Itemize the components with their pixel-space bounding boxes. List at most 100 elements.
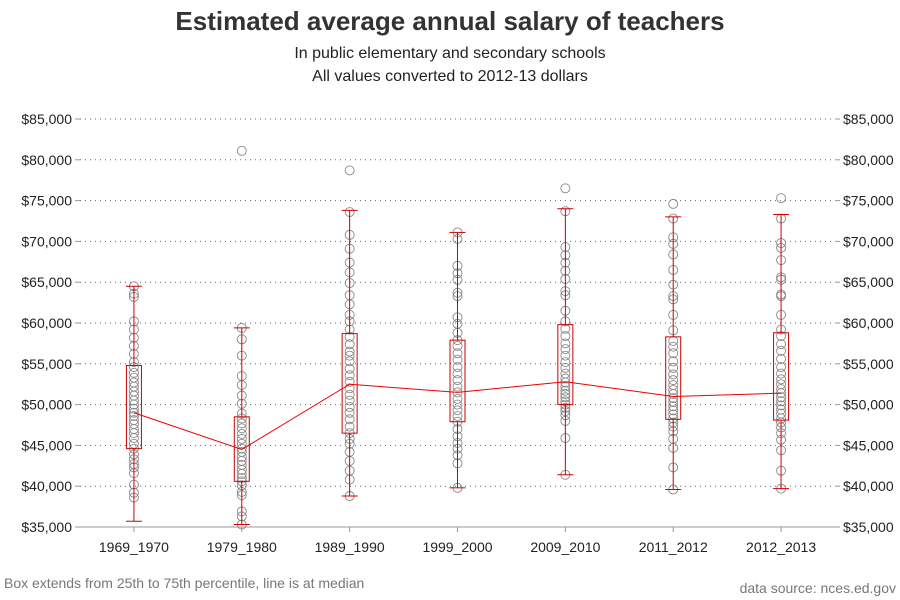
data-point: [668, 397, 679, 408]
y-tick-label-left: $50,000: [21, 397, 72, 413]
data-point: [560, 385, 571, 396]
footnote-box-explanation: Box extends from 25th to 75th percentile…: [4, 575, 365, 591]
data-point: [776, 362, 787, 373]
data-point: [776, 353, 787, 364]
data-point: [344, 350, 355, 361]
y-tick-label-right: $40,000: [843, 478, 894, 494]
chart-subtitle-line-2: All values converted to 2012-13 dollars: [312, 68, 588, 85]
data-point: [236, 443, 247, 454]
data-point: [560, 389, 571, 399]
data-point: [236, 451, 247, 462]
data-point: [452, 393, 463, 404]
data-point: [452, 368, 463, 379]
x-tick-label: 2012_2013: [746, 539, 816, 555]
chart-subtitle-line-1: In public elementary and secondary schoo…: [294, 45, 606, 62]
data-point: [344, 402, 355, 412]
data-point: [668, 405, 679, 416]
data-point: [236, 460, 247, 470]
footnote-data-source: data source: nces.ed.gov: [739, 580, 896, 596]
y-tick-label-left: $75,000: [21, 193, 72, 209]
data-point: [668, 380, 679, 390]
data-point: [668, 336, 679, 346]
data-point: [668, 356, 679, 367]
x-tick-label: 2009_2010: [530, 539, 600, 555]
y-tick-label-left: $65,000: [21, 274, 72, 290]
data-point: [776, 379, 787, 390]
data-point: [560, 338, 571, 349]
data-point: [560, 331, 571, 342]
y-tick-label-right: $75,000: [843, 193, 894, 209]
data-point: [560, 350, 571, 361]
data-point: [668, 198, 679, 209]
data-point: [344, 339, 355, 350]
data-point: [344, 356, 355, 367]
data-point: [452, 405, 463, 416]
y-tick-label-right: $80,000: [843, 152, 894, 168]
data-point: [344, 370, 355, 381]
x-tick-label: 1989_1990: [315, 539, 385, 555]
data-point: [668, 369, 679, 380]
data-point: [128, 415, 139, 426]
data-point: [236, 418, 247, 429]
data-point: [776, 368, 787, 379]
data-point: [560, 344, 571, 355]
y-tick-label-right: $45,000: [843, 437, 894, 453]
data-point: [776, 408, 787, 419]
data-point: [344, 389, 355, 400]
y-tick-label-left: $85,000: [21, 111, 72, 127]
data-point: [776, 396, 787, 407]
data-point: [668, 401, 679, 412]
y-tick-label-left: $70,000: [21, 233, 72, 249]
data-point: [776, 193, 787, 204]
data-point: [668, 393, 679, 404]
data-point: [560, 183, 571, 194]
y-tick-label-right: $65,000: [843, 274, 894, 290]
data-point: [560, 368, 571, 379]
data-point: [776, 404, 787, 415]
data-point: [128, 372, 139, 383]
data-point: [128, 407, 139, 418]
data-point: [128, 411, 139, 421]
y-tick-label-left: $80,000: [21, 152, 72, 168]
data-point: [560, 362, 571, 373]
y-tick-label-left: $45,000: [21, 437, 72, 453]
median-line: [133, 381, 782, 451]
y-tick-label-left: $35,000: [21, 519, 72, 535]
box-iqr: [773, 332, 790, 421]
data-point: [344, 414, 355, 425]
box-iqr: [557, 324, 574, 406]
data-point: [344, 421, 355, 432]
y-tick-label-right: $60,000: [843, 315, 894, 331]
data-point: [236, 446, 247, 457]
x-tick-label: 2011_2012: [639, 539, 708, 555]
data-point: [776, 400, 787, 411]
data-point: [128, 377, 139, 388]
data-point: [344, 376, 355, 387]
box-iqr: [233, 416, 250, 482]
data-point: [776, 339, 787, 350]
data-point: [236, 145, 247, 156]
data-point: [668, 362, 679, 373]
y-tick-label-left: $60,000: [21, 315, 72, 331]
data-point: [452, 340, 463, 351]
x-tick-label: 1969_1970: [99, 539, 169, 555]
data-point: [236, 423, 247, 434]
data-point: [344, 165, 355, 176]
y-tick-label-right: $85,000: [843, 111, 894, 127]
data-point: [776, 374, 787, 385]
box-iqr: [341, 333, 358, 434]
y-tick-label-right: $35,000: [843, 519, 894, 535]
y-tick-label-right: $70,000: [843, 233, 894, 249]
data-point: [344, 363, 355, 374]
data-point: [344, 407, 355, 418]
data-point: [236, 433, 247, 444]
y-tick-label-right: $55,000: [843, 356, 894, 372]
data-point: [452, 381, 463, 392]
y-tick-label-left: $40,000: [21, 478, 72, 494]
box-iqr: [449, 339, 466, 423]
data-point: [344, 395, 355, 406]
data-point: [452, 411, 463, 421]
y-tick-label-left: $55,000: [21, 356, 72, 372]
data-point: [560, 373, 571, 384]
